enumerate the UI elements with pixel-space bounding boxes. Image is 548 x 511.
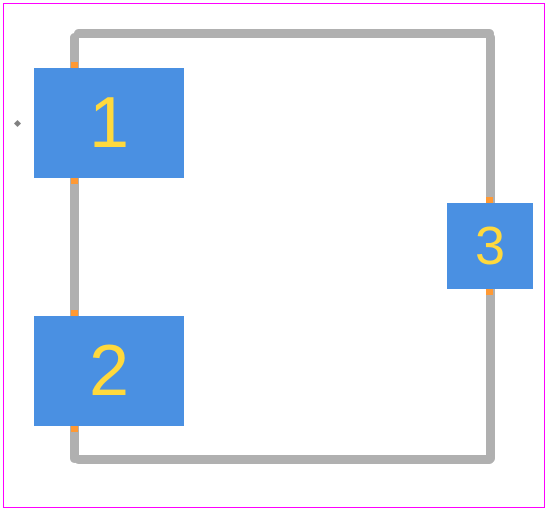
pad-3-connector-1 [486,289,493,295]
diagram-canvas: 1 2 3 [0,0,548,511]
pad-2-connector-1 [71,426,78,432]
pad-3: 3 [447,203,533,289]
pad-1-label: 1 [89,82,129,164]
outline-segment-0 [74,29,494,38]
pad-2-label: 2 [89,330,129,412]
pad-1: 1 [34,68,184,178]
outline-segment-2 [74,455,494,464]
pad-1-connector-1 [71,178,78,184]
pad-2: 2 [34,316,184,426]
pad-3-label: 3 [475,215,505,277]
